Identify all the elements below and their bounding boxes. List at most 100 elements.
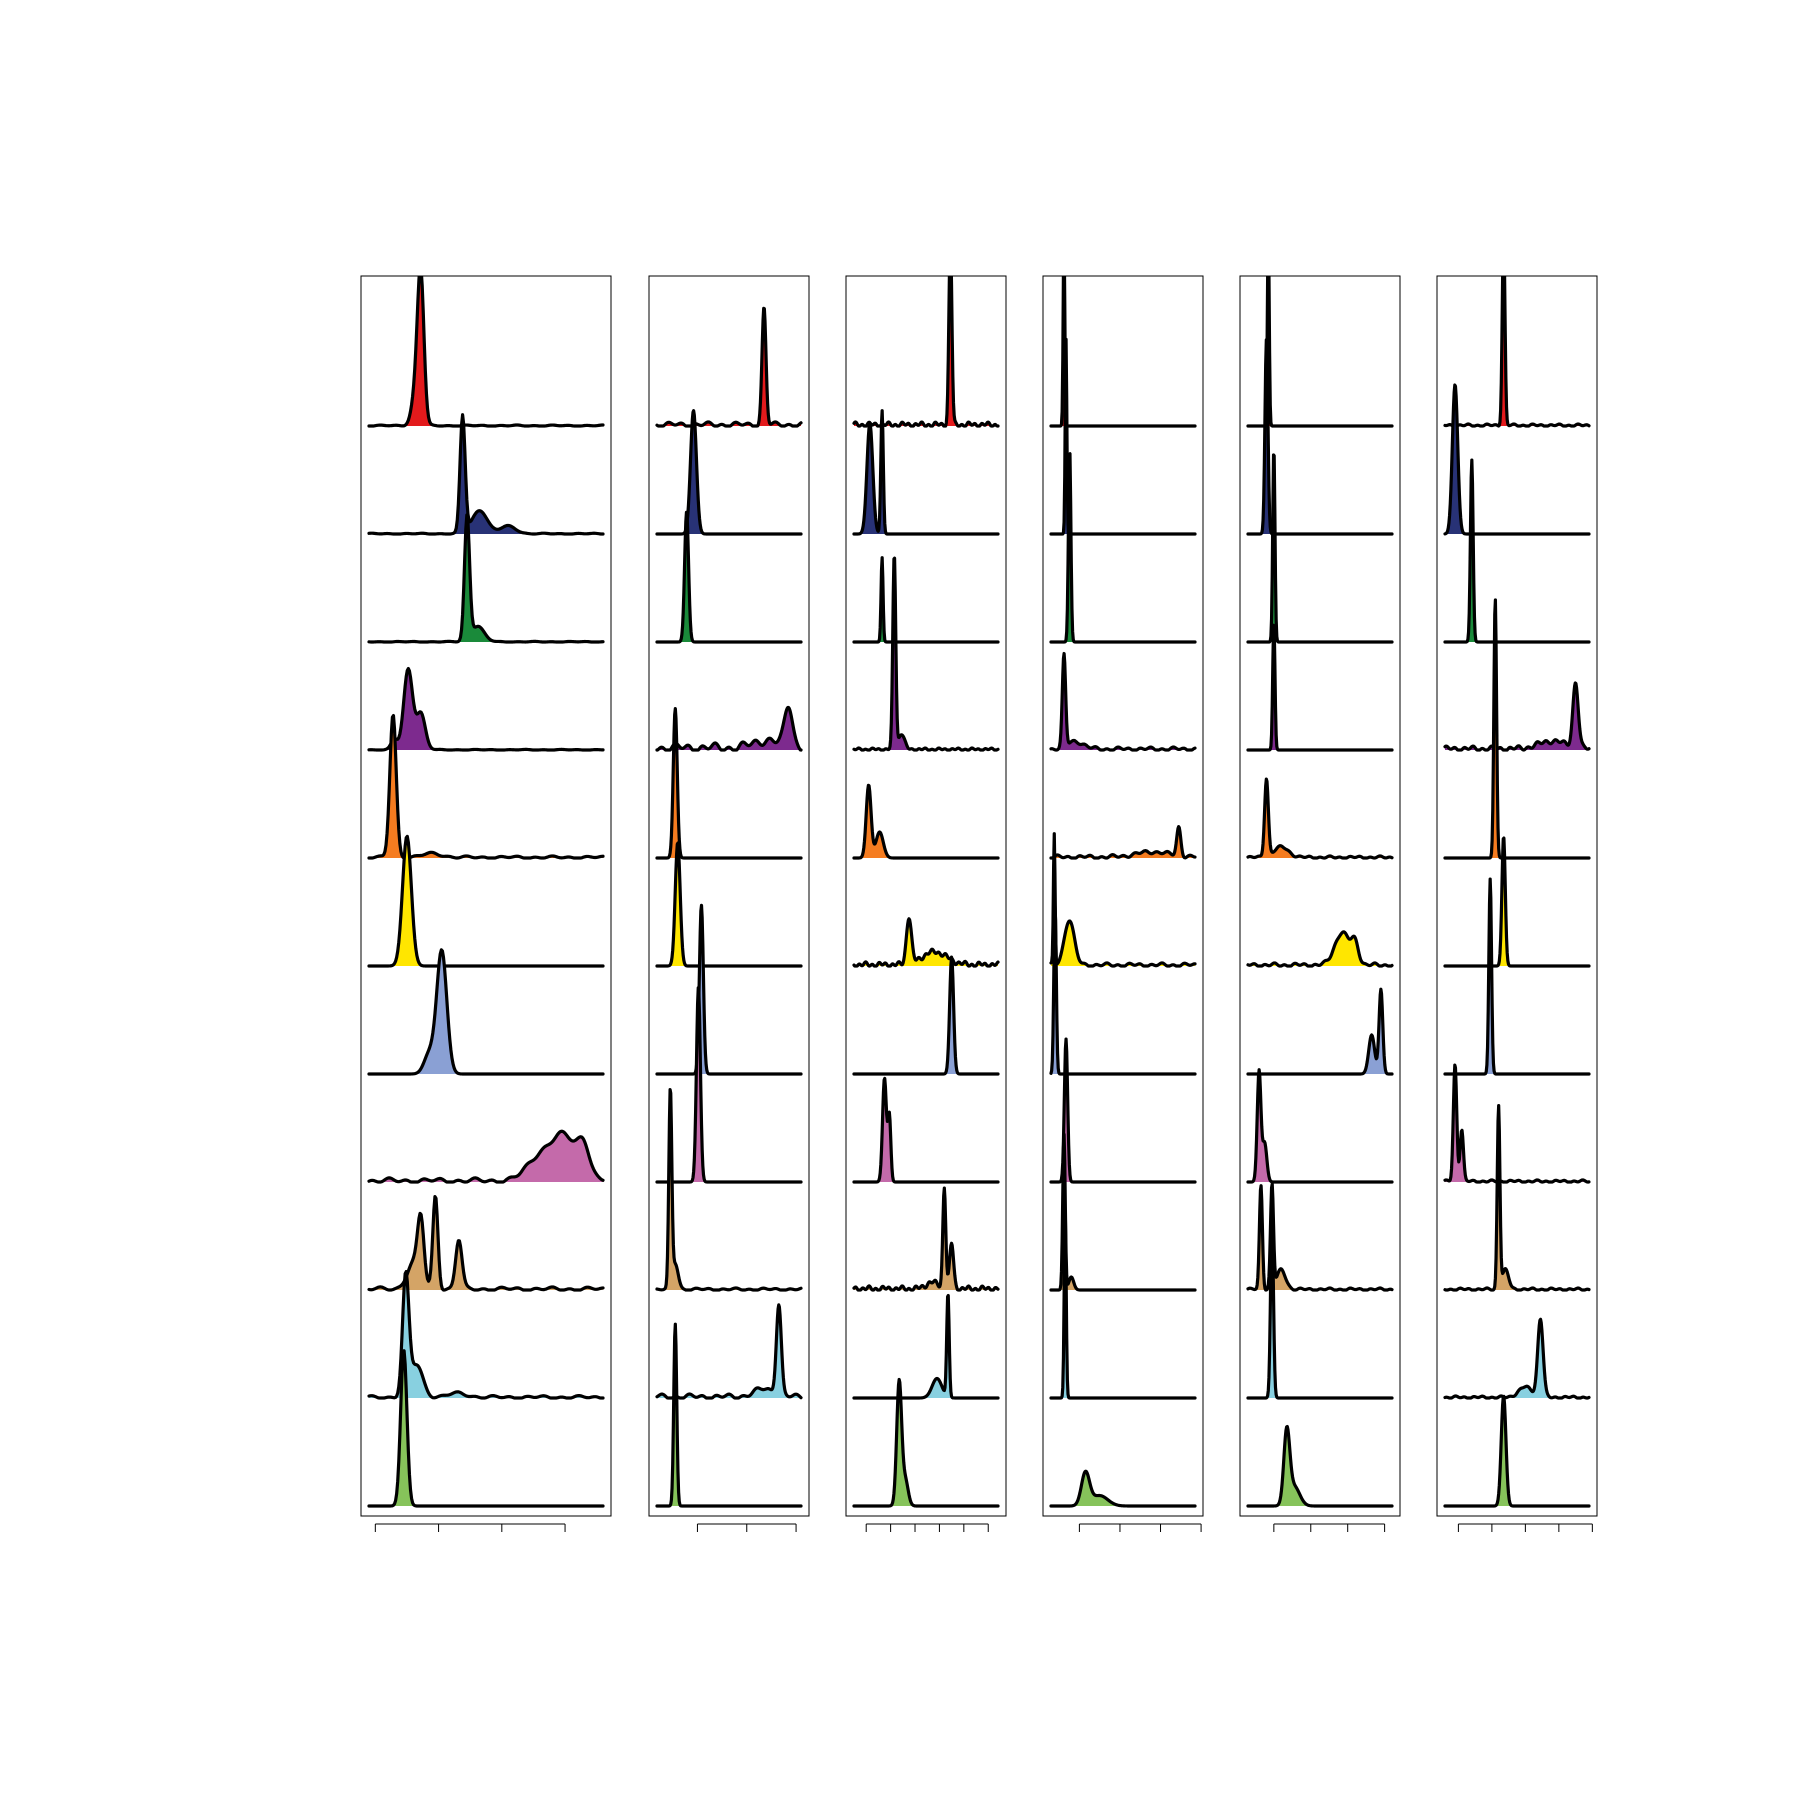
panel-1-density-fill-4 <box>388 668 432 750</box>
panel-4-frame <box>1042 275 1204 1517</box>
panel-1-density-fill-8 <box>371 1131 603 1182</box>
panel-3-density-line-7 <box>852 955 1000 1076</box>
panel-2-frame <box>648 275 810 1517</box>
panel-1-density-line-6 <box>367 834 605 968</box>
panel-5-density-line-7 <box>1246 987 1394 1076</box>
panel-5-x-axis <box>1273 1523 1386 1532</box>
panel-6-density-line-10 <box>1443 1317 1591 1400</box>
panel-3-density-fill-2 <box>861 410 886 534</box>
panel-6-density-line-9 <box>1443 1103 1591 1292</box>
panel-6-density-line-1 <box>1443 276 1591 428</box>
panel-1-density-line-7 <box>367 948 605 1076</box>
panel-2-density-line-1 <box>655 306 803 428</box>
panel-3-density-fill-6 <box>858 918 998 966</box>
panel-3-density-line-8 <box>852 1076 1000 1184</box>
panel-3-density-line-10 <box>852 1293 1000 1400</box>
panel-1-density-line-9 <box>367 1195 605 1292</box>
panel-3-density-line-3 <box>852 556 1000 644</box>
panel-2-density-line-7 <box>655 903 803 1076</box>
panel-4-density-line-5 <box>1049 825 1197 860</box>
panel-1-density-line-2 <box>367 413 605 536</box>
panel-6-density-line-11 <box>1443 1394 1591 1508</box>
panel-4-density-fill-6 <box>1051 833 1195 966</box>
panel-2-density-line-10 <box>655 1303 803 1400</box>
panel-1-frame <box>360 275 612 1517</box>
panel-4-density-fill-11 <box>1075 1471 1116 1506</box>
panel-6-density-line-7 <box>1443 877 1591 1076</box>
panel-5-density-line-1 <box>1246 276 1394 428</box>
panel-1-ridges <box>367 276 605 1508</box>
panel-6-x-axis <box>1457 1523 1593 1532</box>
panel-3-density-line-1 <box>852 276 1000 428</box>
panel-1-density-line-3 <box>367 513 605 644</box>
panel-5-density-line-4 <box>1246 623 1394 752</box>
panel-2-density-fill-4 <box>659 707 800 750</box>
panel-1-density-line-4 <box>367 666 605 752</box>
panel-4 <box>1042 275 1204 1532</box>
panel-6-density-line-2 <box>1443 383 1591 536</box>
panel-1-density-line-1 <box>367 276 605 428</box>
panel-2-x-axis <box>696 1523 797 1532</box>
panel-5-ridges <box>1246 276 1394 1508</box>
panel-4-ridges <box>1049 276 1197 1508</box>
panel-2-density-line-11 <box>655 1322 803 1508</box>
panel-3-density-fill-4 <box>857 558 993 750</box>
panel-4-density-line-3 <box>1049 452 1197 644</box>
panel-6-density-fill-9 <box>1459 1105 1580 1290</box>
panel-2-density-line-8 <box>655 986 803 1184</box>
panel-3-frame <box>845 275 1007 1517</box>
panel-2 <box>648 275 810 1532</box>
panel-2-density-line-2 <box>655 409 803 536</box>
panel-4-density-line-4 <box>1049 651 1197 752</box>
panel-3-density-fill-10 <box>926 1295 952 1398</box>
panel-1 <box>360 275 612 1532</box>
panel-5-density-line-6 <box>1246 930 1394 968</box>
panel-6-density-line-8 <box>1443 1063 1591 1184</box>
panel-2-density-fill-9 <box>665 1089 801 1290</box>
panel-4-density-line-10 <box>1049 1218 1197 1400</box>
panel-2-density-line-5 <box>655 707 803 860</box>
panel-5-density-line-5 <box>1246 777 1394 860</box>
panel-3-density-fill-9 <box>854 1188 997 1290</box>
panel-5-density-line-9 <box>1246 1182 1394 1292</box>
panel-6-density-fill-10 <box>1454 1319 1575 1398</box>
panel-5-density-fill-6 <box>1251 931 1377 966</box>
panel-5-density-line-3 <box>1246 453 1394 644</box>
panel-4-density-line-6 <box>1049 832 1197 968</box>
panel-1-density-line-10 <box>367 1269 605 1400</box>
panel-6-density-line-4 <box>1443 681 1591 752</box>
panel-6-density-line-5 <box>1443 598 1591 860</box>
panel-6-density-line-6 <box>1443 836 1591 968</box>
panel-1-density-line-11 <box>367 1349 605 1508</box>
panel-6-density-line-3 <box>1443 458 1591 644</box>
panel-4-density-line-9 <box>1049 1132 1197 1292</box>
panel-1-density-fill-7 <box>417 949 457 1074</box>
panel-2-density-line-4 <box>655 705 803 752</box>
panel-3-density-line-6 <box>852 917 1000 968</box>
panel-5-density-line-8 <box>1246 1068 1394 1184</box>
panel-2-ridges <box>655 306 803 1508</box>
panel-6-ridges <box>1443 276 1591 1508</box>
panel-3-density-line-2 <box>852 409 1000 536</box>
panel-4-density-fill-4 <box>1058 653 1195 750</box>
panel-5-density-line-11 <box>1246 1424 1394 1508</box>
panel-2-density-line-3 <box>655 510 803 644</box>
panel-2-density-fill-1 <box>665 308 801 426</box>
panel-6-density-fill-4 <box>1445 682 1586 750</box>
panel-2-density-line-9 <box>655 1088 803 1292</box>
panel-4-density-line-11 <box>1049 1469 1197 1508</box>
panel-4-density-line-1 <box>1049 276 1197 428</box>
panel-5-frame <box>1239 275 1401 1517</box>
panel-3 <box>845 275 1007 1532</box>
panel-3-density-line-4 <box>852 556 1000 752</box>
panel-3-ridges <box>852 276 1000 1508</box>
panel-3-density-fill-1 <box>854 276 995 426</box>
panel-6-density-fill-8 <box>1445 1065 1585 1182</box>
panel-5 <box>1239 275 1401 1532</box>
panel-1-x-axis <box>374 1523 566 1532</box>
panel-4-density-line-7 <box>1049 904 1197 1076</box>
panel-6-frame <box>1436 275 1598 1517</box>
panel-3-x-axis <box>865 1523 989 1532</box>
